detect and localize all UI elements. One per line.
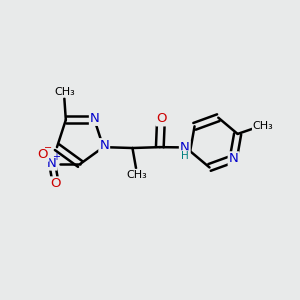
Text: CH₃: CH₃	[126, 170, 147, 180]
Text: CH₃: CH₃	[54, 87, 75, 97]
Text: N: N	[99, 139, 109, 152]
Text: O: O	[50, 177, 60, 190]
Text: N: N	[180, 141, 190, 154]
Text: +: +	[52, 152, 60, 162]
Text: CH₃: CH₃	[253, 122, 274, 131]
Text: O: O	[156, 112, 167, 125]
Text: H: H	[181, 151, 188, 161]
Text: −: −	[44, 142, 52, 153]
Text: O: O	[38, 148, 48, 161]
Text: N: N	[90, 112, 100, 125]
Text: N: N	[229, 152, 238, 165]
Text: N: N	[47, 157, 56, 169]
